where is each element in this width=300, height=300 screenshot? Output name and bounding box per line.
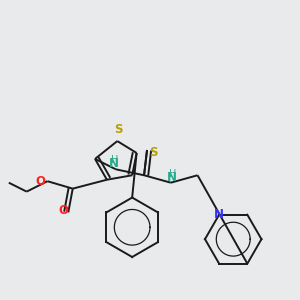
Text: N: N (167, 171, 177, 184)
Text: N: N (109, 158, 119, 170)
Text: N: N (214, 208, 224, 221)
Text: H: H (111, 155, 118, 165)
Text: H: H (169, 169, 176, 179)
Text: S: S (149, 146, 158, 159)
Text: O: O (35, 175, 45, 188)
Text: O: O (58, 204, 68, 218)
Text: S: S (115, 123, 123, 136)
